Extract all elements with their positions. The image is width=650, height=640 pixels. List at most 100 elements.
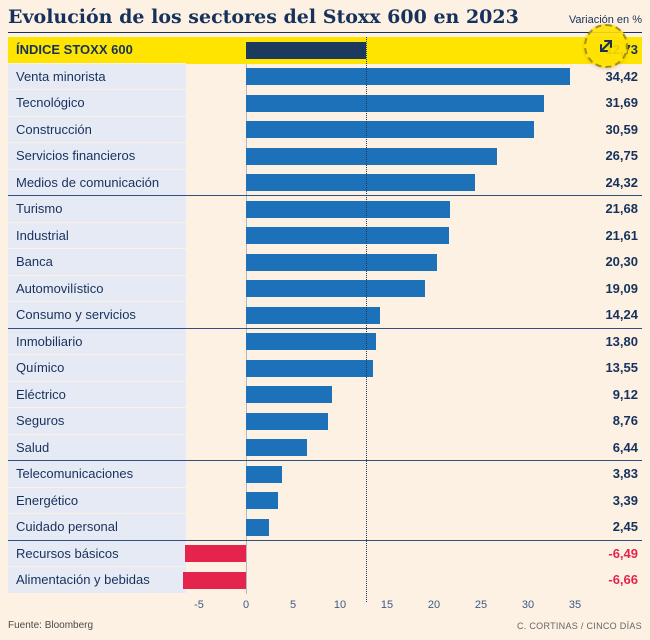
row-label-cell: Inmobiliario: [8, 328, 186, 355]
axis-tick: 30: [521, 598, 535, 611]
row-value: 13,80: [605, 333, 638, 349]
row-label: ÍNDICE STOXX 600: [16, 42, 133, 58]
row-value: 21,68: [605, 201, 638, 216]
row-label: Industrial: [16, 227, 69, 243]
row-value: 20,30: [605, 254, 638, 269]
row-label: Químico: [16, 360, 65, 376]
row-label: Banca: [16, 254, 53, 270]
row-value: 26,75: [605, 148, 638, 163]
row-chart-cell: 26,75: [186, 143, 642, 170]
chart-title: Evolución de los sectores del Stoxx 600 …: [8, 6, 519, 28]
axis-tick: 35: [568, 598, 582, 611]
row-label: Tecnológico: [16, 95, 85, 111]
row-label: Salud: [16, 439, 50, 455]
chart-row: Alimentación y bebidas -6,66: [8, 567, 642, 594]
row-chart-cell: 31,69: [186, 90, 642, 117]
row-bar: [246, 439, 307, 456]
row-value: 3,39: [612, 492, 638, 508]
row-chart-cell: 2,45: [186, 514, 642, 541]
row-label-cell: Construcción: [8, 116, 186, 143]
row-label: Automovilístico: [16, 280, 104, 296]
chart-row: Eléctrico 9,12: [8, 381, 642, 409]
chart-row: Servicios financieros 26,75: [8, 143, 642, 170]
chart-row: ÍNDICE STOXX 600 12,73: [8, 37, 642, 64]
row-value: 24,32: [605, 174, 638, 190]
row-value: 8,76: [612, 413, 638, 428]
row-bar: [246, 518, 270, 536]
row-value: 6,44: [612, 439, 638, 455]
row-bar: [246, 359, 374, 377]
row-value: 31,69: [605, 95, 638, 110]
row-bar: [246, 465, 282, 483]
chart-row: Consumo y servicios 14,24: [8, 302, 642, 329]
x-axis: -5 0 5 10 15 20 25 30 35: [186, 594, 642, 618]
row-label: Medios de comunicación: [16, 174, 160, 190]
source-label: Fuente: Bloomberg: [8, 619, 94, 631]
chart-footer: Fuente: Bloomberg C. CORTINAS / CINCO DÍ…: [8, 620, 642, 637]
row-value: 9,12: [612, 386, 638, 402]
row-bar: [246, 68, 570, 85]
row-label: Eléctrico: [16, 386, 66, 402]
row-label-cell: Tecnológico: [8, 90, 186, 117]
chart-row: Seguros 8,76: [8, 408, 642, 435]
index-reference-line: [365, 37, 367, 602]
row-chart-cell: 30,59: [186, 117, 642, 144]
row-chart-cell: -6,66: [183, 567, 642, 594]
chart-row: Inmobiliario 13,80: [8, 328, 642, 356]
axis-tick: 25: [474, 598, 488, 611]
row-label-cell: Telecomunicaciones: [8, 461, 186, 488]
row-bar: [246, 253, 437, 271]
row-chart-cell: 8,76: [186, 408, 642, 435]
chart-row: Telecomunicaciones 3,83: [8, 461, 642, 488]
row-label-cell: Alimentación y bebidas: [8, 567, 186, 594]
row-label-cell: Medios de comunicación: [8, 169, 186, 196]
chart-row: Salud 6,44: [8, 434, 642, 461]
row-bar: [246, 41, 366, 59]
row-chart-cell: 3,83: [186, 461, 642, 488]
row-chart-cell: 13,80: [186, 329, 642, 356]
row-bar: [246, 280, 426, 297]
row-label-cell: Salud: [8, 434, 186, 461]
row-value: 34,42: [605, 68, 638, 84]
row-label: Energético: [16, 492, 79, 508]
axis-tick: 0: [242, 598, 250, 611]
chart-row: Energético 3,39: [8, 487, 642, 514]
row-bar: [246, 94, 544, 112]
row-value: 30,59: [605, 121, 638, 137]
row-bar: [246, 147, 498, 165]
unit-label: Variación en %: [568, 14, 642, 26]
row-chart-cell: 21,61: [186, 223, 642, 250]
row-bar: [246, 174, 475, 191]
row-label: Venta minorista: [16, 68, 106, 84]
chart-row: Tecnológico 31,69: [8, 90, 642, 117]
row-chart-cell: 12,73: [186, 37, 642, 64]
row-bar: [246, 412, 329, 430]
expand-arrows-icon: [600, 40, 612, 52]
zoom-icon[interactable]: [584, 24, 628, 68]
row-label: Construcción: [16, 121, 92, 137]
axis-tick: 20: [427, 598, 441, 611]
axis-tick: -5: [194, 598, 204, 611]
row-chart-cell: 20,30: [186, 249, 642, 276]
chart-row: Industrial 21,61: [8, 222, 642, 250]
row-bar: [246, 386, 332, 403]
row-label: Cuidado personal: [16, 519, 118, 535]
axis-tick: 15: [380, 598, 394, 611]
row-chart-cell: 19,09: [186, 276, 642, 303]
row-label: Alimentación y bebidas: [16, 572, 150, 588]
chart-row: Cuidado personal 2,45: [8, 514, 642, 541]
chart-row: Recursos básicos -6,49: [8, 540, 642, 567]
row-label-cell: Automovilístico: [8, 275, 186, 302]
row-value: 19,09: [605, 280, 638, 296]
row-label-cell: Seguros: [8, 408, 186, 435]
row-label: Servicios financieros: [16, 148, 136, 164]
chart-row: Automovilístico 19,09: [8, 275, 642, 303]
row-chart-cell: 9,12: [186, 382, 642, 409]
row-chart-cell: 24,32: [186, 170, 642, 197]
row-label: Seguros: [16, 413, 65, 429]
row-bar: [246, 306, 380, 324]
chart-header: Evolución de los sectores del Stoxx 600 …: [8, 6, 642, 33]
chart-row: Banca 20,30: [8, 249, 642, 276]
row-label-cell: ÍNDICE STOXX 600: [8, 37, 186, 64]
